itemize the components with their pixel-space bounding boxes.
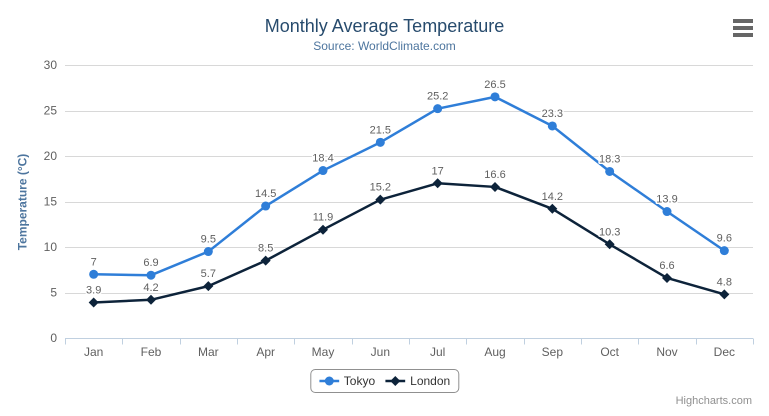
y-axis-label: 25 — [44, 104, 58, 118]
chart-subtitle: Source: WorldClimate.com — [313, 39, 456, 53]
data-point-tokyo[interactable] — [605, 166, 615, 176]
data-point-tokyo[interactable] — [261, 201, 271, 211]
data-point-london[interactable] — [318, 224, 328, 235]
x-axis-label: Jun — [371, 345, 390, 359]
legend-item-tokyo[interactable]: Tokyo — [318, 374, 376, 388]
data-point-london[interactable] — [432, 178, 443, 189]
data-point-london[interactable] — [203, 281, 214, 292]
legend-item-london[interactable]: London — [385, 374, 450, 388]
data-label-tokyo: 26.5 — [484, 79, 505, 91]
tokyo-legend-glyph — [318, 376, 339, 386]
data-point-london[interactable] — [260, 255, 271, 266]
x-axis-label: Mar — [198, 345, 219, 359]
data-label-tokyo: 18.4 — [312, 153, 333, 165]
y-axis-label: 15 — [44, 195, 58, 209]
y-axis-label: 5 — [50, 286, 57, 300]
data-label-london: 17 — [432, 165, 444, 177]
data-point-london[interactable] — [146, 294, 156, 305]
data-point-tokyo[interactable] — [203, 247, 213, 257]
data-point-london[interactable] — [662, 272, 672, 283]
legend-marker — [390, 376, 401, 386]
x-axis-label: Aug — [484, 345, 505, 359]
data-point-tokyo[interactable] — [318, 166, 328, 176]
y-axis-label: 30 — [44, 58, 58, 72]
data-label-tokyo: 9.5 — [201, 234, 216, 246]
x-axis-label: Oct — [600, 345, 619, 359]
data-point-london[interactable] — [490, 181, 500, 192]
data-label-london: 4.8 — [717, 276, 732, 288]
data-point-tokyo[interactable] — [146, 270, 156, 280]
x-axis-label: Dec — [714, 345, 735, 359]
data-label-london: 14.2 — [542, 191, 563, 203]
x-axis-label: Jul — [430, 345, 445, 359]
data-label-tokyo: 18.3 — [599, 153, 620, 165]
data-label-london: 5.7 — [201, 268, 216, 280]
data-point-london[interactable] — [547, 203, 558, 214]
data-label-tokyo: 7 — [91, 256, 97, 268]
data-point-london[interactable] — [375, 194, 386, 205]
series-line-tokyo — [92, 95, 726, 277]
data-label-tokyo: 14.5 — [255, 188, 276, 200]
data-label-tokyo: 13.9 — [656, 194, 677, 206]
data-label-london: 8.5 — [258, 243, 273, 255]
data-label-london: 16.6 — [484, 169, 505, 181]
data-point-tokyo[interactable] — [490, 92, 500, 102]
data-label-tokyo: 25.2 — [427, 91, 448, 103]
data-point-tokyo[interactable] — [719, 246, 729, 256]
data-label-london: 3.9 — [86, 285, 101, 297]
series-line-london — [92, 182, 726, 304]
data-label-london: 10.3 — [599, 226, 620, 238]
x-axis-label: Apr — [256, 345, 275, 359]
tokyo-series-marker-icon — [318, 375, 339, 387]
legend-label-tokyo: Tokyo — [343, 374, 376, 388]
y-axis-label: 10 — [44, 240, 58, 254]
legend-marker — [324, 376, 334, 386]
data-point-london[interactable] — [604, 239, 615, 250]
data-point-tokyo[interactable] — [662, 207, 672, 217]
legend: Tokyo London — [309, 369, 460, 393]
data-label-london: 6.6 — [659, 260, 674, 272]
data-label-tokyo: 21.5 — [370, 124, 391, 136]
y-axis-label: 20 — [44, 149, 58, 163]
london-series-marker-icon — [385, 375, 406, 387]
data-point-london[interactable] — [88, 297, 99, 308]
export-menu-button[interactable] — [730, 16, 756, 40]
highcharts-credits-link[interactable]: Highcharts.com — [675, 395, 752, 407]
london-legend-glyph — [385, 376, 406, 386]
x-axis-label: May — [312, 345, 335, 359]
data-point-tokyo[interactable] — [375, 137, 385, 147]
legend-label-london: London — [410, 374, 451, 388]
data-point-london[interactable] — [719, 289, 730, 300]
data-label-london: 15.2 — [370, 182, 391, 194]
data-label-london: 4.2 — [143, 282, 158, 294]
data-point-tokyo[interactable] — [547, 121, 557, 131]
x-axis-label: Jan — [84, 345, 103, 359]
hamburger-menu-icon — [733, 19, 753, 37]
data-label-tokyo: 9.6 — [717, 233, 732, 245]
data-label-london: 11.9 — [313, 212, 334, 224]
data-label-tokyo: 23.3 — [542, 108, 563, 120]
data-label-tokyo: 6.9 — [143, 257, 158, 269]
x-axis-label: Nov — [656, 345, 677, 359]
x-axis-label: Feb — [141, 345, 162, 359]
data-point-tokyo[interactable] — [89, 269, 99, 279]
y-axis-label: 0 — [50, 331, 57, 345]
x-axis-label: Sep — [542, 345, 564, 359]
data-point-tokyo[interactable] — [433, 104, 443, 114]
chart-title: Monthly Average Temperature — [264, 16, 505, 36]
